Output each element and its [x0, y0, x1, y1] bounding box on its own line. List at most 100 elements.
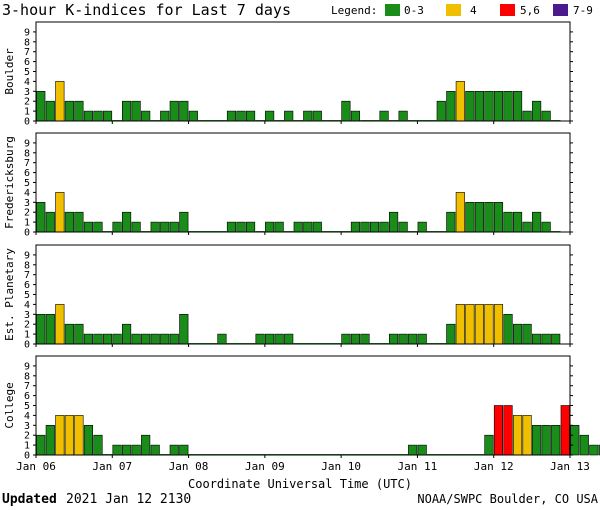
- bar: [379, 221, 389, 233]
- y-tick-label: 2: [24, 97, 30, 108]
- y-tick-label: 8: [24, 37, 30, 48]
- bar: [503, 313, 513, 345]
- bar: [265, 333, 275, 345]
- y-tick-label: 6: [24, 57, 30, 68]
- x-tick-label: Jan 09: [245, 460, 285, 473]
- bar: [312, 110, 322, 122]
- bar: [45, 211, 55, 233]
- bar: [169, 444, 179, 456]
- bar: [512, 415, 523, 456]
- bar: [446, 323, 456, 345]
- bar: [131, 444, 141, 456]
- bar: [417, 333, 427, 345]
- bar: [179, 100, 189, 122]
- bar: [541, 110, 551, 122]
- x-axis-ticks: Jan 06 Jan 07 Jan 08 Jan 09 Jan 10 Jan 11 Jan …: [16, 460, 590, 473]
- bar: [398, 221, 408, 233]
- bar: [131, 100, 141, 122]
- bar: [551, 333, 561, 345]
- y-tick-label: 1: [24, 218, 30, 229]
- y-tick-label: 5: [24, 67, 30, 78]
- bar: [503, 91, 513, 122]
- y-tick-label: 9: [24, 361, 30, 372]
- bar: [522, 323, 532, 345]
- bar: [522, 415, 532, 456]
- bar: [484, 91, 494, 122]
- bar: [64, 415, 74, 456]
- bar: [45, 424, 55, 456]
- bar: [465, 202, 475, 233]
- bar: [484, 202, 494, 233]
- bar: [360, 333, 370, 345]
- bar: [93, 333, 103, 345]
- legend-swatch-purple: [553, 4, 568, 16]
- bar: [141, 333, 151, 345]
- bar: [102, 333, 113, 345]
- y-tick-label: 6: [24, 168, 30, 179]
- bar: [74, 100, 84, 122]
- legend-item-label: 7-9: [573, 4, 593, 17]
- y-tick-label: 3: [24, 421, 30, 432]
- bar: [503, 211, 513, 233]
- bar: [179, 211, 189, 233]
- bar: [83, 424, 94, 456]
- bar: [169, 221, 179, 233]
- bar: [45, 313, 55, 345]
- legend-item-0-3: 0-3: [385, 4, 424, 17]
- bar: [408, 333, 418, 345]
- bar: [179, 313, 189, 345]
- bar: [45, 100, 55, 122]
- y-tick-label: 1: [24, 441, 30, 452]
- bar: [226, 221, 237, 233]
- bar: [389, 333, 399, 345]
- bar: [417, 444, 427, 456]
- bar: [265, 110, 275, 122]
- x-tick-label: Jan 10: [321, 460, 361, 473]
- bar: [350, 110, 361, 122]
- bar: [217, 333, 227, 345]
- x-axis-label: Coordinate Universal Time (UTC): [188, 477, 412, 491]
- bar: [474, 202, 484, 233]
- bar: [102, 110, 113, 122]
- bar: [150, 444, 160, 456]
- y-tick-label: 4: [24, 77, 30, 88]
- y-tick-label: 3: [24, 198, 30, 209]
- bar: [474, 304, 484, 345]
- bar: [484, 304, 494, 345]
- bar: [160, 221, 170, 233]
- y-tick-label: 2: [24, 431, 30, 442]
- panel-label: Est. Planetary: [3, 248, 16, 341]
- source-credit: NOAA/SWPC Boulder, CO USA: [417, 492, 598, 506]
- bar: [293, 221, 303, 233]
- bar: [493, 202, 504, 233]
- bar: [36, 434, 46, 456]
- bar: [83, 221, 94, 233]
- bar: [36, 91, 46, 122]
- y-tick-label: 0: [24, 451, 30, 462]
- y-tick-label: 4: [24, 188, 30, 199]
- bar: [188, 110, 198, 122]
- panel-label: Boulder: [3, 48, 16, 95]
- y-tick-label: 5: [24, 290, 30, 301]
- bar: [417, 221, 427, 233]
- bar: [122, 444, 132, 456]
- x-tick-label: Jan 13: [550, 460, 590, 473]
- bar: [112, 444, 122, 456]
- bar: [64, 100, 74, 122]
- bar: [160, 110, 170, 122]
- bar: [541, 424, 551, 456]
- bar: [131, 333, 141, 345]
- legend-swatch-yellow: [446, 4, 461, 16]
- bar: [512, 211, 523, 233]
- bar: [360, 221, 370, 233]
- updated-label: Updated: [2, 492, 57, 507]
- bar: [131, 221, 141, 233]
- y-tick-label: 7: [24, 158, 30, 169]
- bar: [560, 405, 570, 456]
- y-tick-label: 5: [24, 401, 30, 412]
- legend-item-label: 4: [470, 4, 477, 17]
- bar: [455, 192, 465, 233]
- bar: [493, 405, 504, 456]
